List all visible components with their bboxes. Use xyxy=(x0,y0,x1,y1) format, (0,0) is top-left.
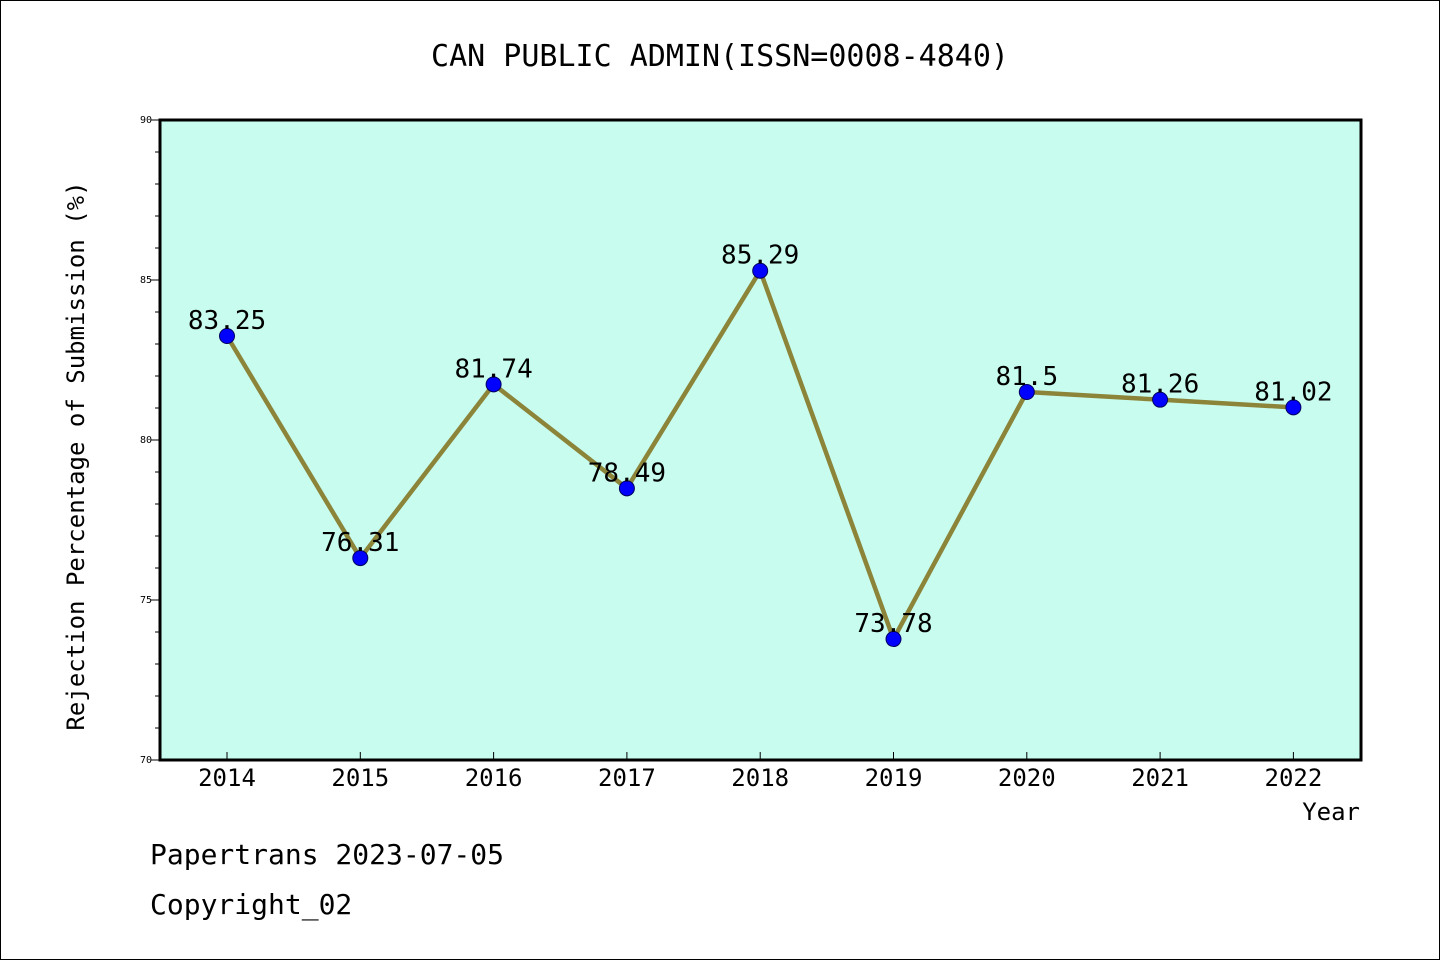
data-point-marker xyxy=(1018,384,1035,400)
data-label: 81.5 xyxy=(995,362,1058,392)
x-tick-label: 2015 xyxy=(331,764,389,792)
y-tick-label: 85 xyxy=(140,275,152,286)
footer-copyright: Copyright_02 xyxy=(150,888,352,922)
x-tick-label: 2019 xyxy=(865,764,923,792)
data-label: 83.25 xyxy=(188,306,266,336)
y-tick-label: 70 xyxy=(140,755,152,766)
data-labels-group: 83.25 76.31 81.74 78.49 85.29 73.78 81.5 81.26 8… xyxy=(188,241,1333,639)
y-tick-label: 75 xyxy=(140,595,152,606)
data-label: 73.78 xyxy=(854,609,932,639)
data-point-marker xyxy=(1152,391,1169,408)
data-point-marker xyxy=(219,328,235,344)
plot-area xyxy=(158,118,1363,762)
data-label: 81.74 xyxy=(454,354,532,384)
x-axis-ticks: 2014 2015 2016 2017 2018 2019 2020 2021 2022 xyxy=(198,752,1322,792)
x-tick-label: 2022 xyxy=(1265,764,1323,792)
footer-date: Papertrans 2023-07-05 xyxy=(150,838,504,871)
data-point-marker xyxy=(352,550,369,567)
y-tick-label: 80 xyxy=(140,435,152,446)
data-point-marker xyxy=(885,631,902,648)
data-label: 81.26 xyxy=(1121,370,1199,400)
series-group xyxy=(219,262,1302,648)
x-tick-label: 2018 xyxy=(731,764,789,792)
x-tick-label: 2021 xyxy=(1131,764,1189,792)
data-point-marker xyxy=(485,376,502,393)
data-label: 85.29 xyxy=(721,241,799,271)
x-axis-label: Year xyxy=(1302,798,1360,826)
data-label: 78.49 xyxy=(588,458,666,488)
x-tick-label: 2014 xyxy=(198,764,256,792)
data-label: 81.02 xyxy=(1254,377,1332,407)
x-tick-label: 2017 xyxy=(598,764,656,792)
data-label: 76.31 xyxy=(321,528,399,558)
y-axis-label: Rejection Percentage of Submission (%) xyxy=(62,181,90,730)
data-point-marker xyxy=(618,480,635,497)
y-axis-ticks: 70 75 80 85 90 xyxy=(140,115,160,766)
x-tick-label: 2016 xyxy=(465,764,523,792)
data-point-marker xyxy=(752,262,769,279)
chart-title: CAN PUBLIC ADMIN(ISSN=0008-4840) xyxy=(431,39,1009,74)
y-tick-label: 90 xyxy=(140,115,152,126)
x-tick-label: 2020 xyxy=(998,764,1056,792)
data-point-marker xyxy=(1285,399,1302,416)
